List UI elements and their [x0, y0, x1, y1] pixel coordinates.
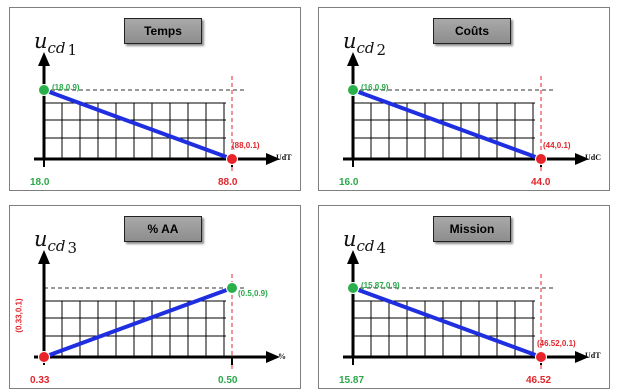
y-axis-label: ucd 4: [343, 227, 386, 257]
y-axis-label: ucd 3: [34, 227, 77, 257]
y-axis-sub: cd: [47, 39, 66, 57]
y-axis-arrow: [38, 52, 50, 66]
data-point-start: [347, 84, 359, 96]
grid: [352, 300, 535, 358]
x-axis-label: UdC: [585, 153, 602, 162]
y-axis-var: u: [343, 29, 357, 53]
x-tick-label-start: 16.0: [339, 177, 359, 188]
chart-plot: [34, 250, 280, 371]
data-point-start: [38, 84, 50, 96]
data-point-end: [535, 351, 547, 363]
data-point-end: [226, 153, 238, 165]
y-axis-label: ucd 2: [343, 29, 386, 59]
chart-plot: [343, 250, 589, 371]
point-label-start: (16,0.9): [361, 83, 389, 92]
chart-plot: [34, 52, 280, 173]
x-axis-label: %: [278, 352, 286, 361]
point-label-end: (46.52,0.1): [537, 339, 576, 348]
data-point-end: [226, 282, 238, 294]
chart-title: Mission: [433, 216, 511, 242]
y-axis-index: 2: [376, 41, 387, 59]
point-label-end: (44,0.1): [543, 141, 571, 150]
x-tick-label-end: 88.0: [218, 177, 238, 188]
chart-title: % AA: [124, 216, 202, 242]
point-label-end: (88,0.1): [232, 141, 260, 150]
y-axis-label: ucd 1: [34, 29, 77, 59]
series-line: [351, 286, 543, 359]
point-label-start: (18,0.9): [52, 83, 80, 92]
data-point-end: [535, 153, 547, 165]
x-tick-label-start: 15.87: [339, 375, 365, 386]
x-axis-arrow: [266, 351, 280, 363]
x-axis-arrow: [575, 153, 589, 165]
x-axis-arrow: [266, 153, 280, 165]
x-tick-label-end: 0.50: [218, 375, 238, 386]
point-label-start: (15.87,0.9): [361, 281, 400, 290]
chart-title: Temps: [124, 18, 202, 44]
x-axis-label: UdT: [276, 153, 292, 162]
y-axis-arrow: [347, 250, 359, 264]
point-label-start: (0.33,0.1): [14, 298, 24, 333]
y-axis-index: 4: [376, 239, 387, 257]
x-axis-arrow: [575, 351, 589, 363]
x-tick-label-end: 46.52: [526, 375, 552, 386]
point-label-end: (0.5,0.9): [238, 289, 268, 298]
y-axis-var: u: [34, 29, 48, 53]
y-axis-arrow: [38, 250, 50, 264]
x-tick-label-start: 18.0: [30, 177, 50, 188]
x-tick-label-end: 44.0: [531, 177, 551, 188]
data-point-start: [38, 351, 50, 363]
x-tick-label-start: 0.33: [30, 375, 50, 386]
series-line: [351, 88, 543, 161]
series-line: [42, 88, 234, 161]
chart-plot: [343, 52, 589, 173]
x-axis-label: UdT: [585, 351, 601, 360]
y-axis-index: 1: [67, 41, 78, 59]
chart-title: Coûts: [433, 18, 511, 44]
chart-panel-couts: Coûts ucd 2 (16,0.9) (44,0.1) UdC 16.0 44…: [318, 7, 610, 191]
chart-panel-temps: Temps ucd 1 (18,0.9) (88,0.1) UdT 18.0 88…: [9, 7, 301, 191]
y-axis-sub: cd: [47, 237, 66, 255]
chart-panel-mission: Mission ucd 4 (15.87,0.9) (46.52,0.1) UdT…: [318, 205, 610, 389]
y-axis-sub: cd: [356, 39, 375, 57]
data-point-start: [347, 282, 359, 294]
y-axis-var: u: [34, 227, 48, 251]
y-axis-var: u: [343, 227, 357, 251]
grid: [43, 102, 226, 160]
series-line: [42, 286, 234, 359]
chart-panel-aa: % AA ucd 3 (0.33,0.1) (0.5,0.9) % 0.33 0.…: [9, 205, 301, 389]
y-axis-arrow: [347, 52, 359, 66]
grid: [352, 102, 535, 160]
y-axis-index: 3: [67, 239, 78, 257]
y-axis-sub: cd: [356, 237, 375, 255]
